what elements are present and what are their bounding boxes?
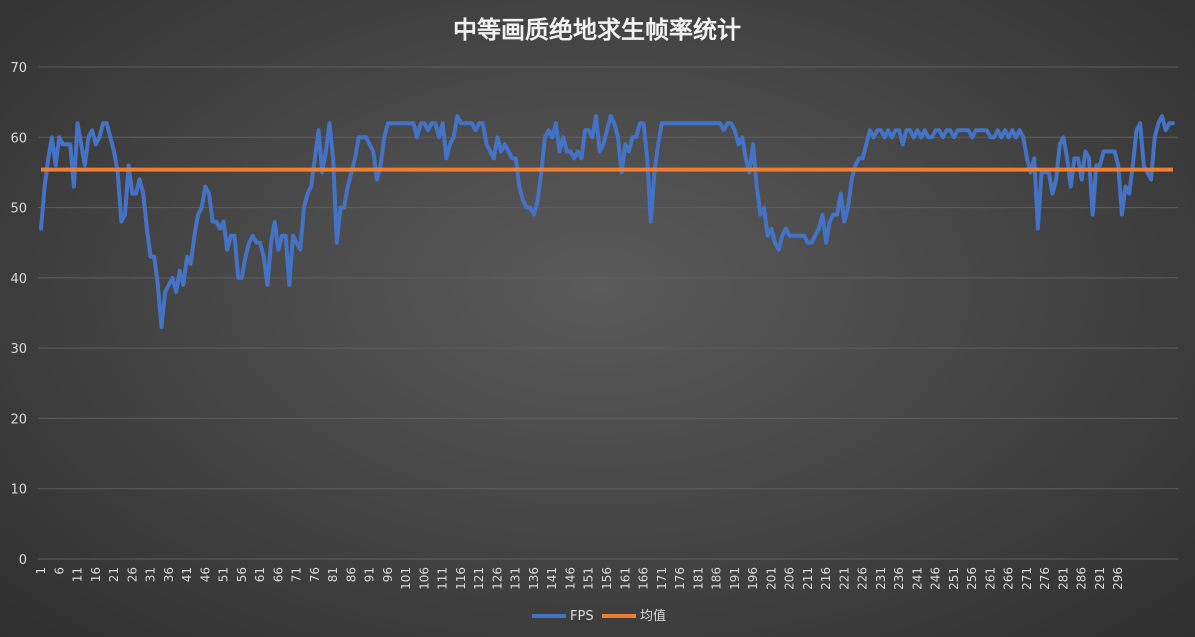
x-tick-label: 141 — [545, 567, 559, 590]
x-tick-label: 151 — [582, 567, 596, 590]
x-tick-label: 196 — [746, 567, 760, 590]
x-tick-label: 86 — [344, 567, 358, 582]
x-tick-label: 96 — [381, 567, 395, 582]
gridlines — [38, 66, 1178, 560]
x-tick-label: 171 — [655, 567, 669, 590]
x-tick-label: 161 — [618, 567, 632, 590]
x-tick-label: 166 — [637, 567, 651, 590]
x-tick-label: 286 — [1075, 567, 1089, 590]
y-axis-ticks: 0 10 20 30 40 50 60 70 — [10, 61, 27, 568]
x-tick-label: 21 — [107, 567, 121, 582]
x-tick-label: 276 — [1038, 567, 1052, 590]
x-tick-label: 36 — [162, 567, 176, 582]
x-tick-label: 121 — [472, 567, 486, 590]
x-tick-label: 31 — [144, 567, 158, 582]
x-tick-label: 51 — [217, 567, 231, 582]
x-tick-label: 186 — [710, 567, 724, 590]
x-tick-label: 126 — [490, 567, 504, 590]
x-tick-label: 256 — [965, 567, 979, 590]
y-tick-label: 70 — [10, 61, 27, 76]
legend: FPS 均值 — [532, 608, 666, 624]
y-tick-label: 0 — [19, 553, 27, 568]
fps-series-line — [39, 114, 1175, 330]
x-tick-label: 26 — [125, 567, 139, 582]
x-tick-label: 61 — [253, 567, 267, 582]
x-tick-label: 66 — [271, 567, 285, 582]
x-tick-label: 131 — [509, 567, 523, 590]
x-tick-label: 236 — [892, 567, 906, 590]
x-tick-label: 181 — [691, 567, 705, 590]
x-tick-label: 226 — [856, 567, 870, 590]
x-tick-label: 1 — [34, 567, 48, 575]
x-tick-label: 11 — [71, 567, 85, 582]
x-tick-label: 201 — [764, 567, 778, 590]
x-tick-label: 71 — [290, 567, 304, 582]
y-tick-label: 50 — [10, 202, 27, 217]
x-tick-label: 101 — [399, 567, 413, 590]
y-tick-label: 20 — [10, 412, 27, 427]
x-tick-label: 146 — [563, 567, 577, 590]
y-tick-label: 60 — [10, 131, 27, 146]
x-tick-label: 296 — [1111, 567, 1125, 590]
x-tick-label: 291 — [1093, 567, 1107, 590]
x-tick-label: 211 — [801, 567, 815, 590]
x-tick-label: 206 — [783, 567, 797, 590]
x-tick-label: 176 — [673, 567, 687, 590]
x-tick-label: 116 — [454, 567, 468, 590]
x-tick-label: 46 — [198, 567, 212, 582]
x-tick-label: 216 — [819, 567, 833, 590]
x-tick-label: 271 — [1020, 567, 1034, 590]
x-tick-label: 231 — [874, 567, 888, 590]
y-tick-label: 10 — [10, 483, 27, 498]
x-tick-label: 111 — [436, 567, 450, 590]
x-tick-label: 136 — [527, 567, 541, 590]
y-tick-label: 40 — [10, 272, 27, 287]
x-tick-label: 91 — [363, 567, 377, 582]
legend-mean-label: 均值 — [640, 608, 666, 624]
x-axis-ticks: 1 6 11 16 21 26 31 36 41 46 51 56 61 66 71 76 81 86 91 96 10… — [34, 567, 1125, 590]
x-tick-label: 56 — [235, 567, 249, 582]
x-tick-label: 16 — [89, 567, 103, 582]
x-tick-label: 106 — [417, 567, 431, 590]
x-tick-label: 251 — [947, 567, 961, 590]
x-tick-label: 81 — [326, 567, 340, 582]
x-tick-label: 156 — [600, 567, 614, 590]
x-tick-label: 266 — [1002, 567, 1016, 590]
chart-title: 中等画质绝地求生帧率统计 — [453, 16, 741, 44]
x-tick-label: 191 — [728, 567, 742, 590]
x-tick-label: 76 — [308, 567, 322, 582]
x-tick-label: 261 — [983, 567, 997, 590]
y-tick-label: 30 — [10, 342, 27, 357]
x-tick-label: 241 — [910, 567, 924, 590]
x-tick-label: 246 — [929, 567, 943, 590]
x-tick-label: 281 — [1056, 567, 1070, 590]
legend-fps-label: FPS — [570, 609, 594, 624]
x-tick-label: 6 — [52, 567, 66, 575]
x-tick-label: 41 — [180, 567, 194, 582]
x-tick-label: 221 — [837, 567, 851, 590]
